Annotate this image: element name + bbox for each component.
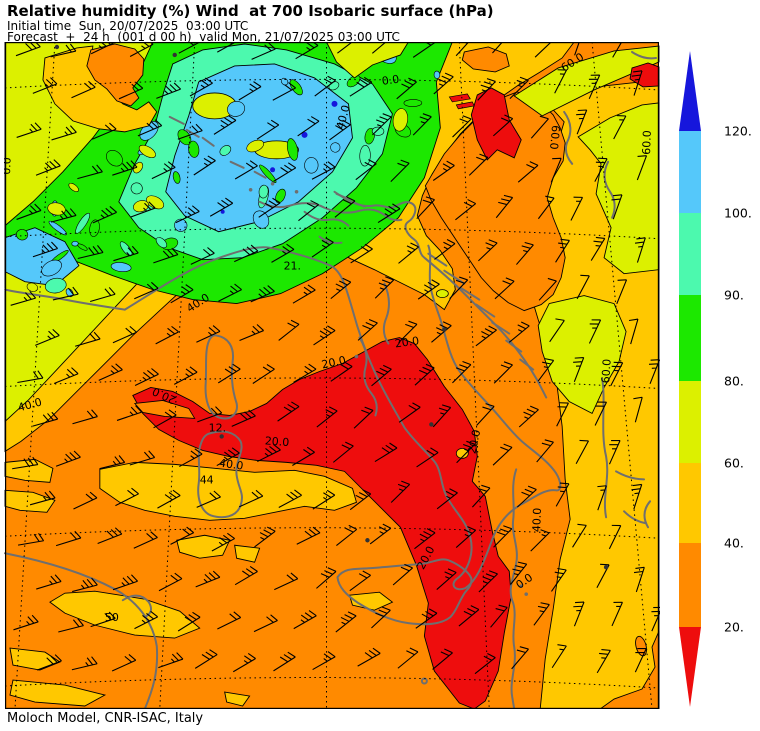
- contour-label: 40.0: [334, 104, 353, 131]
- colorbar-tick-label: 120.: [724, 124, 752, 139]
- forecast-map: 60.0 60.0 40.0 0.0 60.0 0.0 21. 40.0 20.0 20.0 20.…: [4, 42, 660, 709]
- colorbar-tick-label: 80.: [724, 374, 744, 389]
- contour-label: 60.0: [640, 130, 654, 155]
- contour-label: 20.0: [394, 334, 420, 350]
- contour-label: 60.0: [547, 125, 562, 150]
- colorbar-segment: [679, 213, 701, 295]
- humidity-colorbar: 120. 100. 90. 80. 60. 40. 20.: [679, 51, 752, 707]
- lat-lon-graticule: [4, 42, 660, 709]
- forecast-valid-label: Forecast + 24 h (001 d 00 h) valid Mon, …: [7, 30, 400, 44]
- colorbar-top-arrow: [679, 51, 701, 131]
- contour-label: 20.0: [264, 434, 289, 449]
- contour-label: 40.0: [530, 507, 544, 532]
- colorbar-tick-label: 20.: [724, 620, 744, 635]
- contour-label: 21.: [284, 260, 301, 273]
- contour-label: 44: [200, 473, 214, 486]
- contour-label: 20.0: [466, 428, 484, 455]
- initial-time-label: Initial time Sun, 20/07/2025 03:00 UTC: [7, 19, 249, 33]
- colorbar-tick-label: 100.: [724, 206, 752, 221]
- colorbar-segment: [679, 463, 701, 543]
- contour-label: 12.: [209, 421, 226, 434]
- contour-label: 20.0: [320, 354, 347, 372]
- page-title: Relative humidity (%) Wind at 700 Isobar…: [7, 2, 494, 20]
- contour-label: 0.0: [4, 157, 14, 175]
- colorbar-tick-label: 40.: [724, 536, 744, 551]
- contour-label: 40.0: [16, 395, 43, 414]
- model-credit: Moloch Model, CNR-ISAC, Italy: [7, 711, 204, 726]
- colorbar-tick-label: 90.: [724, 288, 744, 303]
- contour-label: 60.0: [599, 358, 614, 383]
- contour-label: 0.0: [381, 73, 400, 88]
- contour-label: 40.0: [218, 456, 244, 472]
- wind-barbs: [10, 42, 660, 675]
- colorbar-segment: [679, 381, 701, 463]
- colorbar-bottom-arrow: [679, 627, 701, 707]
- alps-humidity-mosaic: [15, 42, 441, 298]
- colorbar-segment: [679, 131, 701, 213]
- contour-label: 50: [105, 611, 119, 624]
- colorbar-segment: [679, 295, 701, 381]
- colorbar-segment: [679, 543, 701, 627]
- colorbar-tick-label: 60.: [724, 456, 744, 471]
- contour-labels: 60.0 60.0 40.0 0.0 60.0 0.0 21. 40.0 20.0 20.0 20.…: [4, 50, 654, 624]
